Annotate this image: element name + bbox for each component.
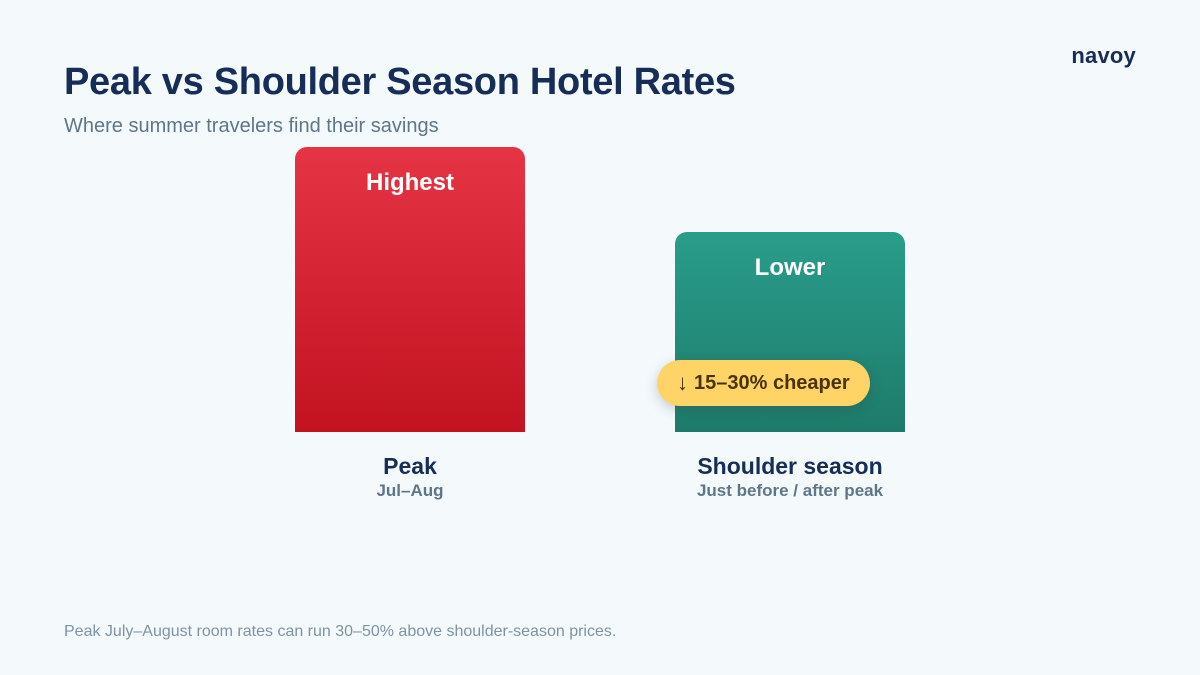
- category-name: Shoulder season: [697, 453, 883, 479]
- arrow-down-icon: ↓: [677, 370, 688, 395]
- bar-value-label: Lower: [754, 254, 826, 281]
- category-name: Peak: [383, 453, 437, 479]
- bar-peak: Highest: [295, 147, 525, 432]
- chart-title: Peak vs Shoulder Season Hotel Rates: [64, 61, 736, 103]
- category-subtitle: Just before / after peak: [696, 481, 884, 500]
- category-subtitle: Jul–Aug: [376, 481, 444, 500]
- savings-badge: ↓ 15–30% cheaper: [657, 360, 870, 406]
- category-label: Peak Jul–Aug: [260, 452, 560, 502]
- category-label: Shoulder season Just before / after peak: [640, 452, 940, 502]
- bar-value-label: Highest: [365, 169, 454, 196]
- footnote: Peak July–August room rates can run 30–5…: [64, 623, 617, 640]
- chart-subtitle: Where summer travelers find their saving…: [64, 115, 439, 137]
- brand-logo: navoy: [1071, 43, 1136, 68]
- savings-badge-text: 15–30% cheaper: [694, 372, 850, 394]
